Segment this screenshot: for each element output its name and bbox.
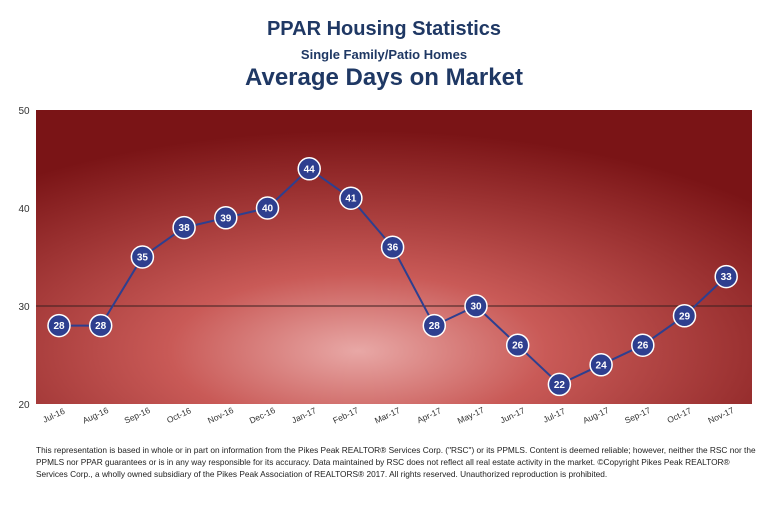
- data-label: 28: [95, 321, 107, 332]
- y-tick-label: 30: [18, 302, 30, 313]
- x-tick-label: Sep-16: [123, 405, 152, 426]
- page-subtitle: Single Family/Patio Homes: [300, 47, 468, 62]
- data-label: 29: [679, 311, 691, 322]
- data-point-marker: [631, 333, 655, 357]
- data-label: 38: [179, 223, 191, 234]
- disclaimer-text: This representation is based in whole or…: [36, 445, 756, 479]
- y-tick-label: 50: [18, 106, 30, 117]
- data-label: 41: [345, 194, 357, 205]
- x-tick-label: Jul-16: [41, 406, 66, 425]
- data-label: 36: [387, 243, 399, 254]
- data-label: 28: [429, 321, 441, 332]
- page-title: PPAR Housing Statistics: [266, 18, 502, 40]
- x-tick-label: Sep-17: [623, 405, 652, 426]
- data-label: 30: [470, 302, 482, 313]
- data-point-marker: [339, 186, 363, 210]
- data-label: 26: [512, 341, 524, 352]
- x-tick-label: Feb-17: [331, 405, 360, 426]
- data-label: 39: [220, 213, 232, 224]
- x-tick-label: Oct-17: [666, 405, 694, 425]
- data-label: 44: [304, 164, 316, 175]
- x-tick-label: Aug-16: [81, 405, 110, 426]
- data-point-marker: [380, 235, 405, 259]
- data-label: 22: [554, 380, 566, 391]
- data-label: 40: [262, 204, 274, 215]
- x-tick-label: Jan-17: [290, 405, 318, 425]
- x-tick-label: Dec-16: [248, 405, 277, 426]
- x-tick-label: Oct-16: [165, 405, 193, 425]
- data-label: 24: [596, 360, 608, 371]
- x-tick-label: Jun-17: [499, 405, 527, 425]
- data-point-marker: [672, 304, 697, 328]
- x-tick-label: May-17: [456, 405, 486, 426]
- data-point-marker: [589, 353, 613, 377]
- x-axis: Jul-16 Aug-16 Sep-16 Oct-16 Nov-16 Dec-16 Jan-…: [41, 405, 736, 426]
- data-label: 28: [53, 321, 65, 332]
- y-tick-label: 20: [18, 400, 30, 411]
- data-point-marker: [422, 313, 447, 338]
- data-point-marker: [255, 196, 280, 220]
- data-point-marker: [47, 313, 71, 338]
- chart-title: Average Days on Market: [245, 64, 523, 91]
- data-point-marker: [297, 157, 321, 181]
- x-tick-label: Jul-17: [542, 406, 567, 425]
- x-tick-label: Apr-17: [415, 405, 443, 425]
- data-point-marker: [172, 215, 196, 240]
- data-label: 35: [137, 253, 149, 264]
- data-label: 33: [721, 272, 733, 283]
- data-point-marker: [505, 333, 530, 357]
- data-point-marker: [464, 294, 488, 318]
- data-point-marker: [88, 313, 113, 338]
- data-label: 26: [637, 341, 649, 352]
- y-tick-label: 40: [18, 204, 30, 215]
- y-axis: 20 30 40 50: [18, 106, 30, 411]
- data-point-marker: [130, 245, 155, 269]
- x-tick-label: Nov-16: [206, 405, 235, 426]
- data-point-marker: [214, 206, 238, 230]
- data-point-marker: [547, 372, 572, 397]
- data-point-marker: [714, 264, 738, 289]
- x-tick-label: Mar-17: [373, 405, 402, 426]
- x-tick-label: Aug-17: [581, 405, 610, 426]
- data-points: 28 28 35 38 39 40 44 41 36 28 30 26 22 24 26 29 33: [47, 157, 738, 397]
- x-tick-label: Nov-17: [706, 405, 735, 426]
